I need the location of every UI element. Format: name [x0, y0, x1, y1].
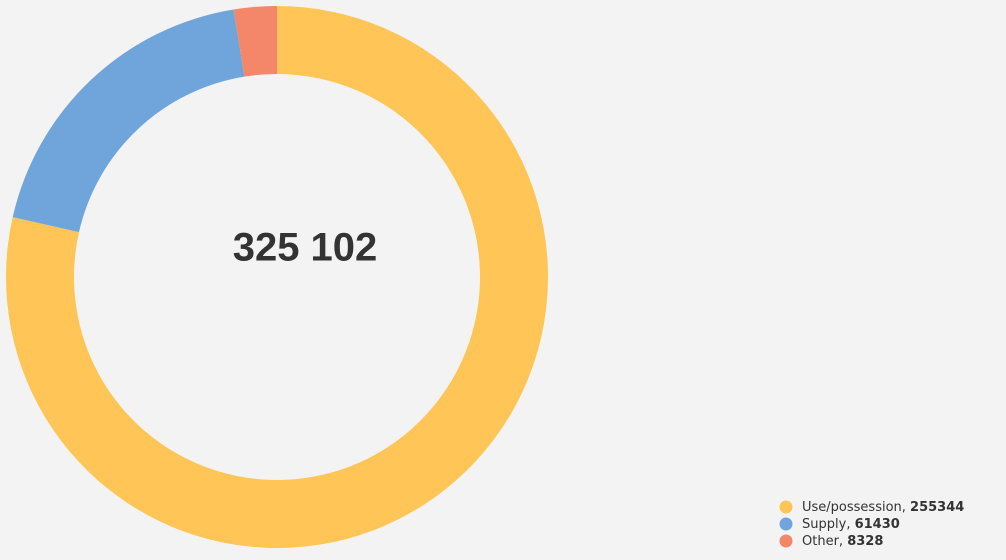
legend-marker: [779, 534, 793, 548]
legend-entry: Other, 8328: [802, 534, 883, 549]
legend-name: Other: [802, 534, 840, 549]
legend-value: 8328: [847, 534, 883, 549]
legend-name: Supply: [802, 517, 847, 532]
center-label: 325 102: [233, 226, 378, 270]
donut-segment: [12, 9, 245, 233]
legend-value: 61430: [855, 517, 900, 532]
legend-name: Use/possession: [802, 500, 902, 515]
legend-entry: Use/possession, 255344: [802, 500, 964, 515]
legend-marker: [779, 500, 793, 514]
legend-separator: ,: [846, 517, 854, 532]
legend-marker: [779, 517, 793, 531]
legend-value: 255344: [910, 500, 964, 515]
legend-separator: ,: [839, 534, 847, 549]
legend-separator: ,: [902, 500, 910, 515]
donut-segment: [233, 6, 277, 77]
legend-entry: Supply, 61430: [802, 517, 900, 532]
